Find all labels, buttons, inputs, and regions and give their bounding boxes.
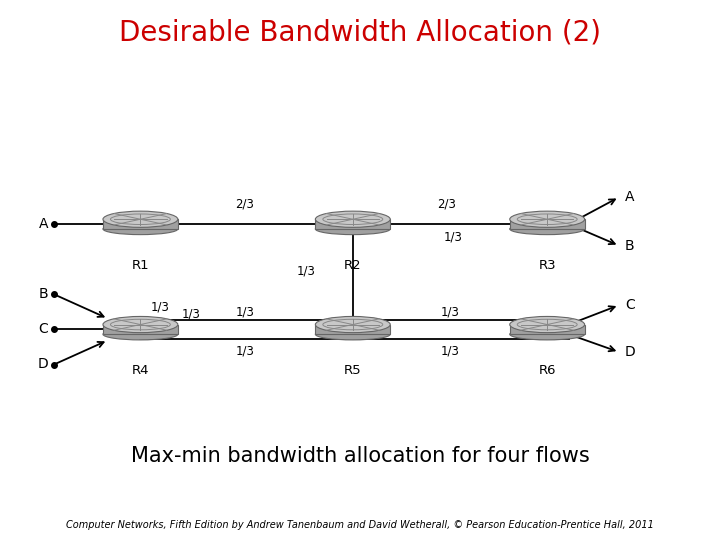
Text: B: B [39,287,48,301]
Ellipse shape [103,211,178,227]
Ellipse shape [103,328,178,340]
Ellipse shape [315,328,390,340]
Ellipse shape [315,316,390,333]
Text: 1/3: 1/3 [444,231,463,244]
Polygon shape [510,219,585,229]
Text: R2: R2 [344,259,361,272]
Text: R4: R4 [132,364,149,377]
Text: Max-min bandwidth allocation for four flows: Max-min bandwidth allocation for four fl… [130,446,590,465]
Text: R1: R1 [132,259,149,272]
Text: R6: R6 [539,364,556,377]
Text: R5: R5 [344,364,361,377]
Text: 1/3: 1/3 [150,300,169,313]
Polygon shape [315,325,390,334]
Text: A: A [39,217,48,231]
Text: Desirable Bandwidth Allocation (2): Desirable Bandwidth Allocation (2) [119,19,601,47]
Text: R3: R3 [539,259,556,272]
Text: C: C [38,322,48,336]
Text: 2/3: 2/3 [437,198,456,211]
Ellipse shape [510,328,585,340]
Text: 1/3: 1/3 [181,308,200,321]
Text: 2/3: 2/3 [235,198,254,211]
Text: D: D [625,345,636,359]
Text: 1/3: 1/3 [235,345,254,357]
Ellipse shape [103,224,178,235]
Ellipse shape [315,211,390,227]
Polygon shape [103,219,178,229]
Polygon shape [510,325,585,334]
Polygon shape [103,325,178,334]
Polygon shape [315,219,390,229]
Text: C: C [625,298,635,312]
Text: 1/3: 1/3 [441,306,459,319]
Text: B: B [625,239,634,253]
Ellipse shape [510,316,585,333]
Ellipse shape [510,224,585,235]
Text: 1/3: 1/3 [297,265,315,278]
Text: 1/3: 1/3 [235,306,254,319]
Ellipse shape [315,224,390,235]
Text: D: D [37,357,48,372]
Text: A: A [625,190,634,204]
Text: Computer Networks, Fifth Edition by Andrew Tanenbaum and David Wetherall, © Pear: Computer Networks, Fifth Edition by Andr… [66,520,654,530]
Text: 1/3: 1/3 [441,345,459,357]
Ellipse shape [510,211,585,227]
Ellipse shape [103,316,178,333]
